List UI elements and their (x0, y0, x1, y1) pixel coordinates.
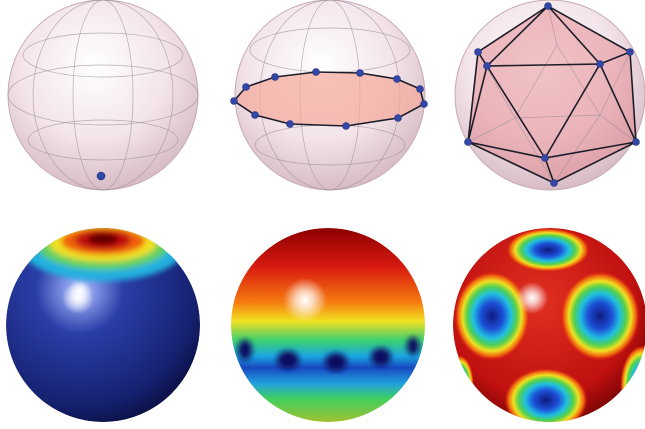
shape-circle (596, 60, 604, 68)
shape-circle (632, 138, 640, 146)
sphere-spot-field (453, 228, 645, 422)
shape-circle (312, 68, 320, 76)
shape-circle (516, 282, 548, 314)
shape-circle (464, 138, 472, 146)
shape-circle (356, 69, 364, 77)
shape-circle (271, 73, 279, 81)
shape-ellipse (560, 271, 640, 361)
shape (467, 5, 637, 184)
shape (238, 337, 419, 371)
shape-circle (544, 2, 552, 10)
shape-circle (474, 48, 482, 56)
sphere-cap-field (6, 228, 200, 422)
shape-circle (286, 120, 294, 128)
shape-circle (394, 114, 402, 122)
shape-circle (541, 154, 549, 162)
shape-ellipse (7, 64, 199, 126)
shape-ellipse (32, 0, 174, 191)
shape-circle (230, 97, 238, 105)
shape-ellipse (22, 32, 184, 78)
shape-ellipse (88, 233, 118, 245)
shape-ellipse (371, 348, 391, 366)
ring-points (230, 68, 428, 130)
shape-circle (420, 100, 428, 108)
sphere-icosahedron (454, 0, 645, 191)
shape-circle (550, 179, 558, 187)
shape-ellipse (238, 340, 252, 360)
shape-ellipse (454, 271, 530, 361)
shape-circle (62, 282, 94, 314)
shape-ellipse (504, 368, 588, 422)
shape-ellipse (407, 337, 419, 355)
sphere-band-field (231, 228, 425, 422)
shape-circle (342, 122, 350, 130)
shape-circle (7, 0, 199, 191)
shape-circle (393, 75, 401, 83)
icosahedron-vertices (464, 2, 640, 187)
shape-circle (96, 171, 106, 181)
shape-circle (283, 278, 327, 322)
shape-circle (483, 62, 491, 70)
shape-ellipse (277, 351, 299, 369)
shape-ellipse (27, 119, 179, 161)
sphere-ring (230, 0, 428, 191)
shape (468, 6, 636, 183)
shape-circle (416, 85, 424, 93)
shape-circle (6, 228, 200, 422)
shape-ellipse (453, 355, 474, 415)
shape-circle (242, 83, 250, 91)
shape-circle (231, 228, 425, 422)
shape (21, 228, 185, 281)
shape-circle (626, 48, 634, 56)
shape-circle (454, 0, 645, 191)
shape-ellipse (506, 228, 590, 272)
shape-circle (251, 111, 259, 119)
shape-ellipse (325, 353, 347, 371)
sphere-single-point (7, 0, 199, 191)
